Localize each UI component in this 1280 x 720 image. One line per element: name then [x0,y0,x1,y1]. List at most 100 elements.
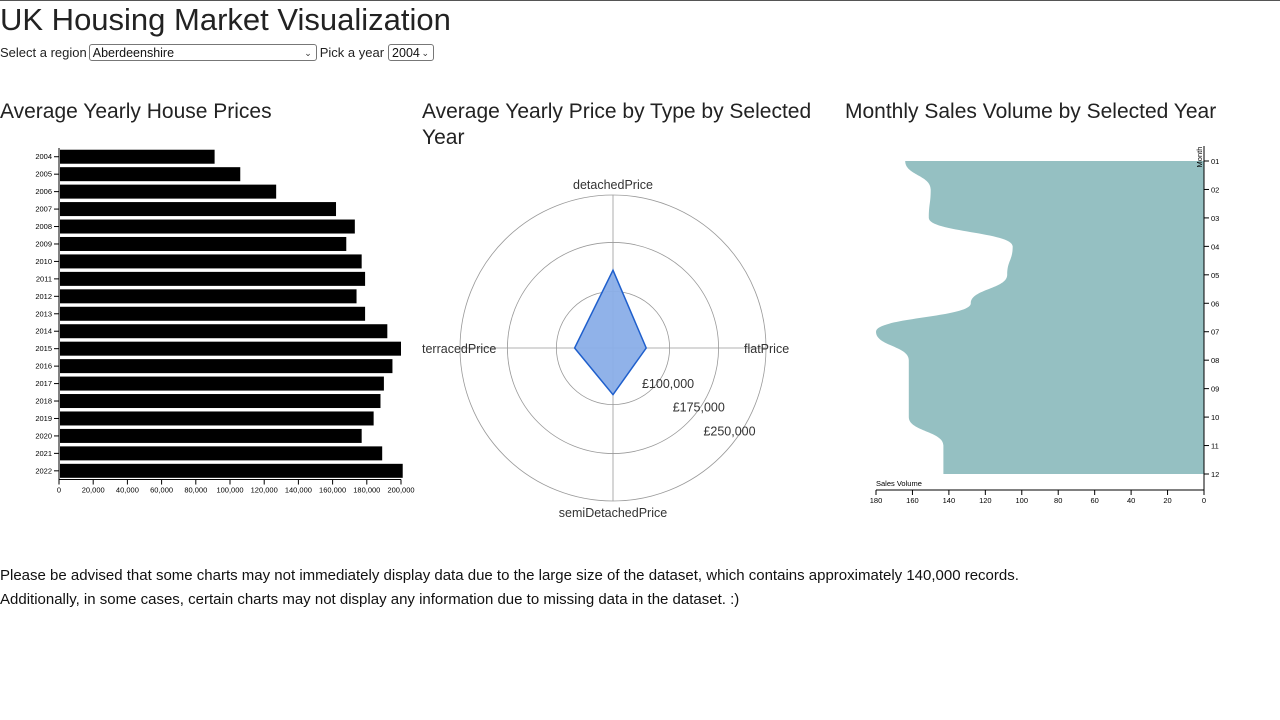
bar-y-tick-label: 2009 [35,239,52,248]
bar-x-tick-label: 80,000 [184,486,207,495]
bar [60,324,388,339]
bar-x-tick-label: 60,000 [150,486,173,495]
region-select[interactable]: Aberdeenshire ⌄ [88,44,317,61]
bar-y-tick-label: 2015 [35,344,52,353]
bar [60,202,337,217]
radar-ring-label: £175,000 [673,401,725,415]
bar [60,411,374,426]
bar-x-tick-label: 0 [57,486,61,495]
area-y-tick-label: 02 [1211,185,1219,194]
bar-y-tick-label: 2011 [36,274,52,283]
bar-x-tick-label: 140,000 [285,486,312,495]
bar-y-tick-label: 2008 [35,222,52,231]
bar-y-tick-label: 2020 [35,431,52,440]
year-select[interactable]: 2004 ⌄ [388,44,435,61]
area-y-tick-label: 06 [1211,299,1219,308]
bar [60,219,355,234]
bar-x-tick-label: 120,000 [251,486,278,495]
bar [60,359,393,374]
bar-y-tick-label: 2016 [35,362,52,371]
area-y-tick-label: 10 [1211,413,1219,422]
region-select-value: Aberdeenshire [92,46,175,60]
top-rule [0,0,1280,1]
bar [60,463,403,478]
bar-chart: 2004 2005 2006 2007 2008 2009 2010 2011 2012 2013… [35,148,415,495]
radar-chart-title: Average Yearly Price by Type by Selected… [422,100,812,149]
controls-bar: Select a region Aberdeenshire ⌄ Pick a y… [0,44,435,61]
area-x-tick-label: 160 [906,496,919,505]
area-chart-title: Monthly Sales Volume by Selected Year [845,100,1217,123]
bar-x-tick-label: 200,000 [387,486,414,495]
bar [60,289,357,304]
area-x-axis-label: Sales Volume [876,479,922,488]
bar-chart-title: Average Yearly House Prices [0,100,272,123]
bar-y-tick-label: 2013 [35,309,52,318]
area-y-tick-label: 05 [1211,271,1219,280]
bar-y-tick-label: 2014 [35,327,52,336]
bar-y-tick-label: 2012 [35,292,52,301]
area-y-tick-label: 04 [1211,242,1219,251]
area-y-tick-label: 07 [1211,328,1219,337]
bar-x-tick-label: 180,000 [353,486,380,495]
bar-x-tick-label: 100,000 [216,486,243,495]
bar-y-tick-label: 2019 [35,414,52,423]
notes: Please be advised that some charts may n… [0,568,1019,616]
note-line-2: Additionally, in some cases, certain cha… [0,591,740,608]
bar [60,341,401,356]
area-y-tick-label: 11 [1211,442,1219,451]
bar-y-tick-label: 2021 [35,449,52,458]
radar-ring-label: £100,000 [642,377,694,391]
bar-y-tick-label: 2006 [35,187,52,196]
area-y-tick-label: 09 [1211,385,1219,394]
area-x-tick-label: 120 [979,496,992,505]
radar-axis-label: flatPrice [744,342,789,356]
radar-axis-label: detachedPrice [573,178,653,192]
year-select-value: 2004 [392,46,420,60]
page-title: UK Housing Market Visualization [0,2,451,37]
bar-y-tick-label: 2004 [35,152,52,161]
radar-ring-label: £250,000 [703,424,755,438]
area-x-tick-label: 40 [1127,496,1135,505]
bar [60,167,241,182]
bar [60,184,277,199]
bar-x-tick-label: 40,000 [116,486,139,495]
area-chart: 01 02 03 04 05 06 07 08 09 10 11 12 180 160 140 120 100 8… [870,146,1219,505]
area-x-tick-label: 140 [943,496,956,505]
radar-chart: detachedPrice flatPrice semiDetachedPrice t… [422,178,789,520]
bar [60,149,215,164]
bar-x-tick-label: 20,000 [82,486,105,495]
area-y-tick-label: 03 [1211,214,1219,223]
bar-x-tick-label: 160,000 [319,486,346,495]
year-label: Pick a year [319,45,385,60]
bar [60,394,381,409]
area-y-axis-label: Month [1195,147,1204,168]
area-x-tick-label: 20 [1163,496,1171,505]
radar-axis-label: terracedPrice [422,342,496,356]
area-y-tick-label: 12 [1211,470,1219,479]
bar [60,254,362,269]
bar [60,271,366,286]
bar-y-tick-label: 2018 [35,397,52,406]
bar [60,446,383,461]
area-y-tick-label: 08 [1211,356,1219,365]
chevron-down-icon: ⌄ [304,48,312,58]
chevron-down-icon: ⌄ [421,48,430,58]
bar-y-tick-label: 2005 [35,170,52,179]
area-x-tick-label: 80 [1054,496,1062,505]
area-x-tick-label: 60 [1090,496,1098,505]
area-y-tick-label: 01 [1211,157,1219,166]
bar-y-tick-label: 2007 [35,205,52,214]
bar [60,236,347,251]
area-x-tick-label: 100 [1016,496,1029,505]
bar-y-tick-label: 2010 [35,257,52,266]
bar [60,376,384,391]
bar [60,428,362,443]
radar-axis-label: semiDetachedPrice [559,506,667,520]
sales-volume-area [876,161,1204,474]
bar [60,306,366,321]
radar-area [573,268,648,396]
bar-y-tick-label: 2022 [35,466,52,475]
area-x-tick-label: 0 [1202,496,1206,505]
bar-y-tick-label: 2017 [35,379,52,388]
area-x-tick-label: 180 [870,496,883,505]
